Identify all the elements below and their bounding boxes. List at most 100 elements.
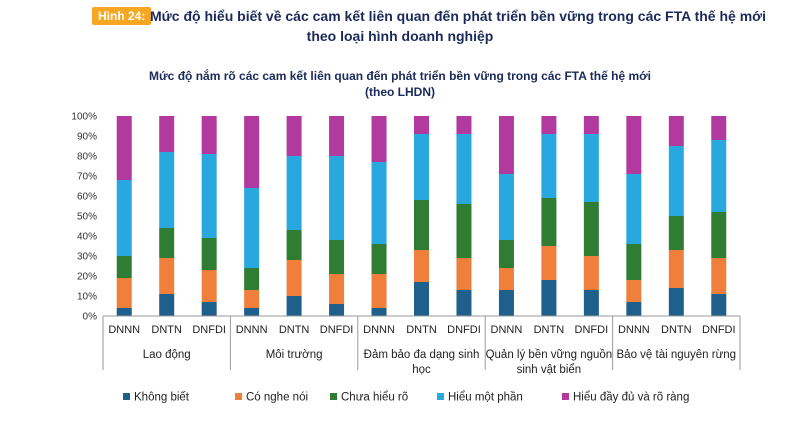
x-category-label: DNFDI (192, 324, 226, 336)
y-tick-label: 100% (71, 112, 97, 123)
bar-segment-1 (201, 302, 217, 316)
x-category-label: DNFDI (320, 324, 354, 336)
legend-label-3: Chưa hiểu rõ (341, 392, 408, 404)
bar-segment-2 (583, 256, 599, 290)
bar-segment-4 (116, 180, 132, 256)
bar-segment-1 (668, 288, 684, 316)
bar-segment-4 (498, 174, 514, 240)
bar-segment-3 (371, 244, 387, 274)
group-label: Quản lý bền vững nguồn (486, 349, 613, 361)
x-category-label: DNNN (618, 324, 650, 336)
bar-segment-5 (456, 116, 472, 134)
bar-segment-4 (371, 162, 387, 244)
bar-segment-4 (329, 156, 345, 240)
x-category-label: DNTN (534, 324, 565, 336)
bar-segment-1 (286, 296, 302, 316)
bar-segment-3 (498, 240, 514, 268)
bar-segment-4 (626, 174, 642, 244)
x-category-label: DNFDI (447, 324, 481, 336)
bar-segment-2 (371, 274, 387, 308)
y-tick-label: 50% (77, 212, 97, 223)
group-label: Môi trường (266, 349, 323, 361)
bar-segment-3 (159, 228, 175, 258)
y-tick-label: 90% (77, 132, 97, 143)
bar-segment-5 (626, 116, 642, 174)
bar-segment-2 (329, 274, 345, 304)
bar-segment-3 (541, 198, 557, 246)
bar-segment-1 (371, 308, 387, 316)
figure-title-line2: theo loại hình doanh nghiệp (306, 28, 494, 44)
bar-segment-1 (116, 308, 132, 316)
x-category-label: DNFDI (702, 324, 736, 336)
bar-segment-2 (201, 270, 217, 302)
bar-segment-3 (286, 230, 302, 260)
x-category-label: DNTN (151, 324, 182, 336)
group-label: Đảm bảo đa dạng sinh (364, 349, 480, 361)
x-category-label: DNNN (108, 324, 140, 336)
group-label: Bảo vệ tài nguyên rừng (617, 349, 737, 361)
legend-label-1: Không biết (134, 392, 190, 404)
figure-header: Hình 24: Mức độ hiểu biết về các cam kết… (0, 0, 800, 50)
bar-segment-5 (244, 116, 260, 188)
bar-segment-4 (668, 146, 684, 216)
y-tick-label: 20% (77, 272, 97, 283)
legend-swatch-5 (562, 393, 569, 400)
bar-segment-5 (414, 116, 429, 134)
bar-segment-4 (286, 156, 302, 230)
group-label: Lao động (143, 349, 191, 361)
x-category-label: DNFDI (575, 324, 609, 336)
bar-segment-5 (201, 116, 217, 154)
bar-segment-1 (159, 294, 175, 316)
x-category-label: DNTN (279, 324, 310, 336)
bar-segment-5 (371, 116, 387, 162)
bar-segment-4 (159, 152, 175, 228)
bar-segment-3 (456, 204, 472, 258)
bar-segment-3 (626, 244, 642, 280)
y-tick-label: 30% (77, 252, 97, 263)
bar-segment-5 (541, 116, 557, 134)
legend-label-2: Có nghe nói (246, 392, 308, 404)
bar-segment-3 (201, 238, 217, 270)
bar-segment-2 (668, 250, 684, 288)
bar-segment-3 (329, 240, 345, 274)
bar-segment-5 (159, 116, 175, 152)
bar-segment-1 (244, 308, 260, 316)
bar-segment-2 (456, 258, 472, 290)
bar-segment-1 (541, 280, 557, 316)
legend: Không biết Có nghe nói Chưa hiểu rõ Hiểu mộ… (123, 392, 689, 404)
bar-segment-3 (668, 216, 684, 250)
bar-segment-2 (159, 258, 175, 294)
bar-segment-2 (116, 278, 132, 308)
chart-title: Mức độ nắm rõ các cam kết liên quan đến … (149, 68, 651, 99)
bar-segment-3 (244, 268, 260, 290)
bar-segment-5 (668, 116, 684, 146)
group-label: sinh vật biển (517, 364, 582, 376)
legend-swatch-3 (330, 393, 337, 400)
bar-segment-1 (498, 290, 514, 316)
bar-segment-1 (711, 294, 727, 316)
legend-swatch-2 (235, 393, 242, 400)
y-axis: 0% 10% 20% 30% 40% 50% 60% 70% 80% 90% 100% (71, 112, 97, 323)
bar-segment-4 (583, 134, 599, 202)
bar-segment-5 (583, 116, 599, 134)
y-tick-label: 40% (77, 232, 97, 243)
y-tick-label: 70% (77, 172, 97, 183)
bar-segment-2 (414, 250, 429, 282)
legend-label-5: Hiểu đầy đủ và rõ ràng (573, 392, 689, 404)
bar-segment-4 (711, 140, 727, 212)
figure-title-line1: Mức độ hiểu biết về các cam kết liên qua… (150, 8, 766, 24)
bar-segment-3 (414, 200, 429, 250)
bar-segment-1 (329, 304, 345, 316)
bar-segment-1 (456, 290, 472, 316)
bar-segment-4 (456, 134, 472, 204)
bar-segment-2 (711, 258, 727, 294)
bar-segment-2 (498, 268, 514, 290)
chart-title-line-1: Mức độ nắm rõ các cam kết liên quan đến … (149, 68, 651, 83)
bar-segment-2 (244, 290, 260, 308)
bar-segment-1 (626, 302, 642, 316)
bar-segment-5 (329, 116, 345, 156)
x-category-label: DNTN (661, 324, 692, 336)
y-tick-label: 10% (77, 292, 97, 303)
figure-badge: Hình 24: (92, 7, 152, 25)
